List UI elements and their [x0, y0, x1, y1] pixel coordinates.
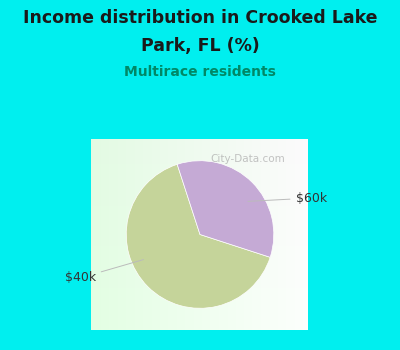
Text: Park, FL (%): Park, FL (%)	[141, 37, 259, 55]
Text: $60k: $60k	[248, 191, 327, 204]
Wedge shape	[126, 164, 270, 308]
Wedge shape	[177, 161, 274, 257]
Text: Income distribution in Crooked Lake: Income distribution in Crooked Lake	[23, 9, 377, 27]
Text: City-Data.com: City-Data.com	[210, 154, 285, 163]
Text: Multirace residents: Multirace residents	[124, 65, 276, 79]
Text: $40k: $40k	[65, 260, 144, 285]
